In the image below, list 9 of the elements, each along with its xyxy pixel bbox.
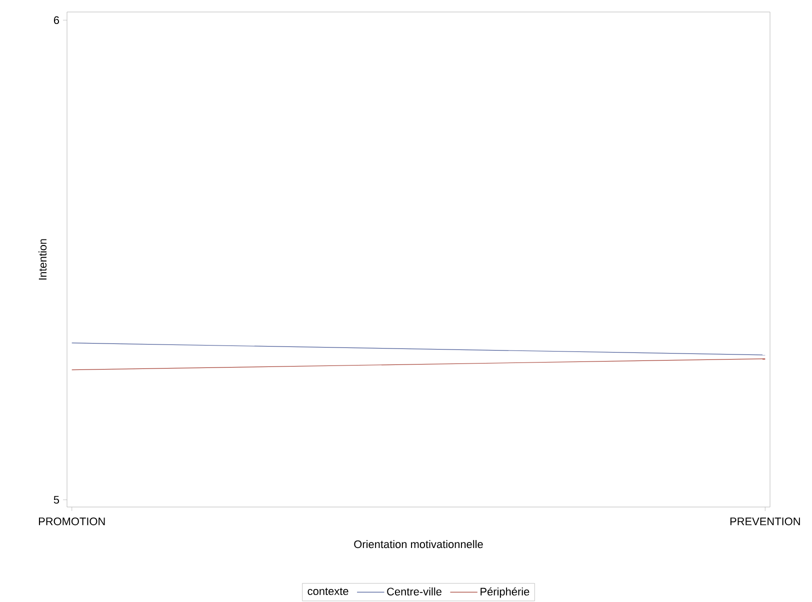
legend-label: Périphérie xyxy=(480,587,530,598)
y-axis-title: Intention xyxy=(38,239,47,280)
y-tick-label: 5 xyxy=(54,496,60,504)
x-tick-label: PROMOTION xyxy=(38,518,105,526)
x-axis-title: Orientation motivationnelle xyxy=(354,540,483,548)
y-tick-label: 6 xyxy=(54,16,60,24)
x-tick-label: PREVENTION xyxy=(730,518,800,526)
legend-title: contexte xyxy=(308,588,348,596)
legend-label: Centre-ville xyxy=(387,587,442,596)
